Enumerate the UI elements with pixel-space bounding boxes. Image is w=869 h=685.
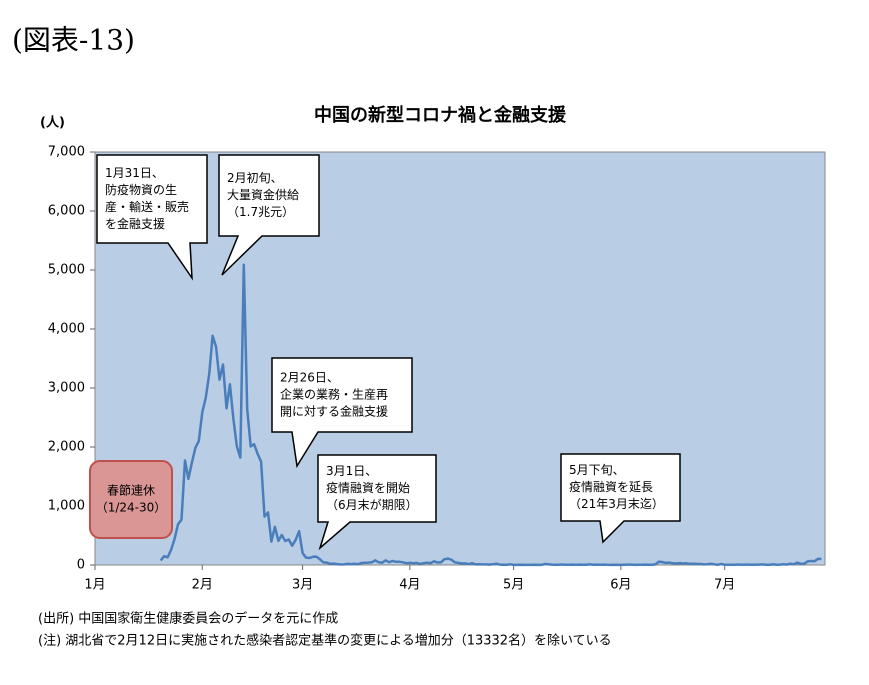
- annotation: 大量資金供給: [227, 187, 299, 202]
- annotation: 3月1日、: [326, 464, 377, 478]
- x-tick-label: 4月: [399, 578, 420, 593]
- annotation: （6月末が期限）: [326, 497, 418, 512]
- annotation: 開に対する金融支援: [280, 404, 388, 419]
- y-tick-label: 3,000: [48, 381, 85, 396]
- footnote: (注) 湖北省で2月12日に実施された感染者認定基準の変更による増加分（1333…: [38, 633, 612, 649]
- header: (図表-13): [12, 24, 135, 57]
- callout: [271, 357, 413, 469]
- annotation: （1/24-30）: [96, 501, 167, 515]
- series-line: [159, 263, 822, 567]
- annotation: 疫情融資を延長: [569, 479, 653, 494]
- annotation: 2月26日、: [280, 371, 339, 385]
- callout: [96, 154, 208, 281]
- y-tick-label: 4,000: [48, 322, 85, 337]
- y-axis-label: (人): [40, 115, 65, 131]
- callout: [317, 454, 437, 551]
- holiday-box: [89, 460, 173, 539]
- y-tick-label: 6,000: [48, 204, 85, 219]
- annotation: （21年3月末迄）: [569, 497, 664, 511]
- callout: [560, 453, 681, 544]
- annotation: 防疫物資の生: [105, 182, 177, 197]
- annotation: を金融支援: [105, 216, 165, 231]
- y-tick-label: 7,000: [48, 145, 85, 160]
- y-tick-label: 1,000: [48, 499, 85, 514]
- x-tick-label: 1月: [84, 578, 105, 593]
- annotation: 2月初旬、: [227, 171, 283, 185]
- annotation: 疫情融資を開始: [326, 480, 410, 495]
- chart-title: 中国の新型コロナ禍と金融支援: [314, 104, 567, 126]
- source-note: (出所) 中国国家衛生健康委員会のデータを元に作成: [38, 611, 338, 627]
- y-tick-label: 0: [77, 558, 85, 573]
- y-tick-label: 2,000: [48, 440, 85, 455]
- x-tick-label: 5月: [503, 578, 524, 593]
- x-tick-label: 6月: [610, 578, 631, 593]
- callout: [218, 154, 320, 276]
- x-tick-label: 3月: [292, 578, 313, 593]
- annotation: 1月31日、: [105, 166, 164, 180]
- annotation: 産・輸送・販売: [105, 199, 189, 214]
- x-tick-label: 7月: [714, 578, 735, 593]
- annotation: （1.7兆元）: [227, 205, 294, 219]
- annotation: 企業の業務・生産再: [280, 387, 388, 402]
- annotation: 5月下旬、: [569, 463, 625, 477]
- annotation: 春節連休: [107, 483, 155, 498]
- y-tick-label: 5,000: [48, 263, 85, 278]
- x-tick-label: 2月: [192, 578, 213, 593]
